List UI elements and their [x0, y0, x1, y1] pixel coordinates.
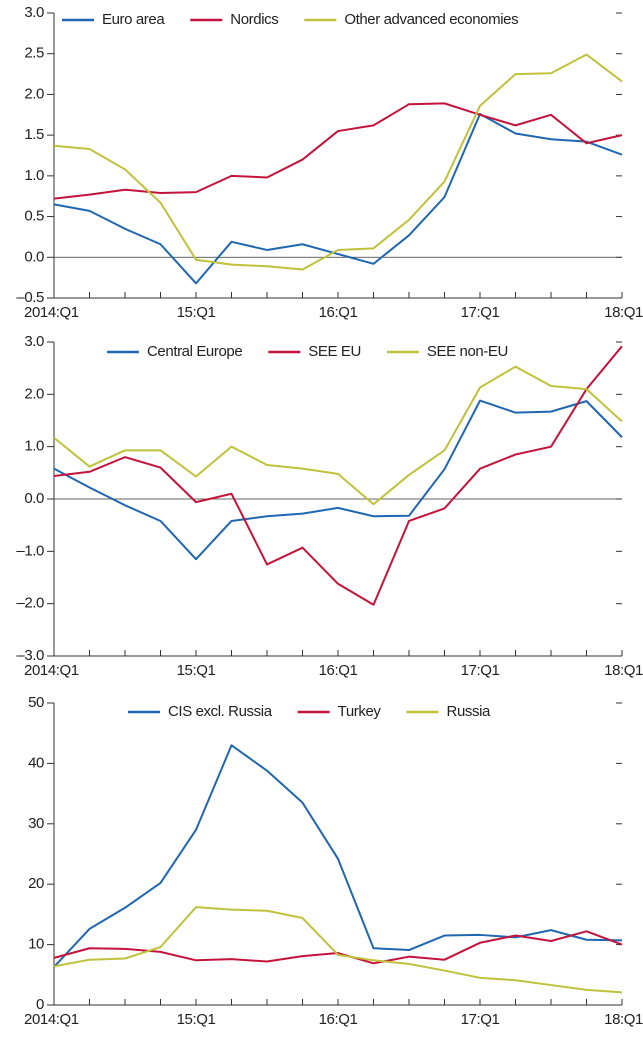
y-tick-label: –1.0	[16, 542, 44, 559]
y-tick-label: 2.0	[24, 385, 44, 402]
y-tick-label: 1.5	[24, 126, 44, 143]
series-line	[53, 399, 623, 561]
x-tick-label: 2014:Q1	[24, 304, 79, 321]
legend-label: CIS excl. Russia	[168, 703, 273, 720]
y-tick-label: 3.0	[24, 333, 44, 350]
y-tick-label: 10	[28, 936, 44, 953]
x-tick-label: 16:Q1	[319, 662, 358, 679]
x-tick-label: 17:Q1	[461, 1011, 500, 1028]
legend-label: Turkey	[338, 703, 382, 720]
x-tick-label: 15:Q1	[177, 304, 216, 321]
series-line	[53, 365, 623, 506]
y-tick-label: 0	[36, 996, 44, 1013]
x-tick-label: 18:Q1	[604, 662, 643, 679]
x-tick-label: 17:Q1	[461, 304, 500, 321]
y-tick-label: 1.0	[24, 438, 44, 455]
x-tick-label: 16:Q1	[319, 1011, 358, 1028]
y-tick-label: 2.0	[24, 85, 44, 102]
legend-label: Nordics	[230, 11, 278, 28]
y-tick-label: 30	[28, 815, 44, 832]
legend-label: Russia	[447, 703, 492, 720]
y-tick-label: –3.0	[16, 647, 44, 664]
y-tick-label: 50	[28, 694, 44, 711]
legend-label: SEE non-EU	[427, 343, 508, 360]
x-tick-label: 18:Q1	[604, 304, 643, 321]
series-line	[53, 930, 623, 965]
series-line	[53, 345, 623, 606]
y-tick-label: 0.5	[24, 208, 44, 225]
legend-label: Other advanced economies	[344, 11, 518, 28]
series-line	[53, 744, 623, 968]
y-tick-label: –0.5	[16, 289, 44, 306]
x-tick-label: 15:Q1	[177, 662, 216, 679]
x-tick-label: 2014:Q1	[24, 1011, 79, 1028]
legend-label: Central Europe	[147, 343, 242, 360]
x-tick-label: 18:Q1	[604, 1011, 643, 1028]
y-tick-label: 20	[28, 875, 44, 892]
series-line	[53, 53, 623, 271]
series-line	[53, 102, 623, 200]
series-line	[53, 112, 623, 285]
x-tick-label: 17:Q1	[461, 662, 500, 679]
y-tick-label: 2.5	[24, 45, 44, 62]
y-tick-label: 1.0	[24, 167, 44, 184]
x-tick-label: 15:Q1	[177, 1011, 216, 1028]
y-tick-label: 40	[28, 754, 44, 771]
legend-label: SEE EU	[308, 343, 361, 360]
x-tick-label: 2014:Q1	[24, 662, 79, 679]
y-tick-label: –2.0	[16, 595, 44, 612]
legend-label: Euro area	[102, 11, 165, 28]
x-tick-label: 16:Q1	[319, 304, 358, 321]
series-line	[53, 906, 623, 994]
y-tick-label: 3.0	[24, 4, 44, 21]
y-tick-label: 0.0	[24, 248, 44, 265]
y-tick-label: 0.0	[24, 490, 44, 507]
